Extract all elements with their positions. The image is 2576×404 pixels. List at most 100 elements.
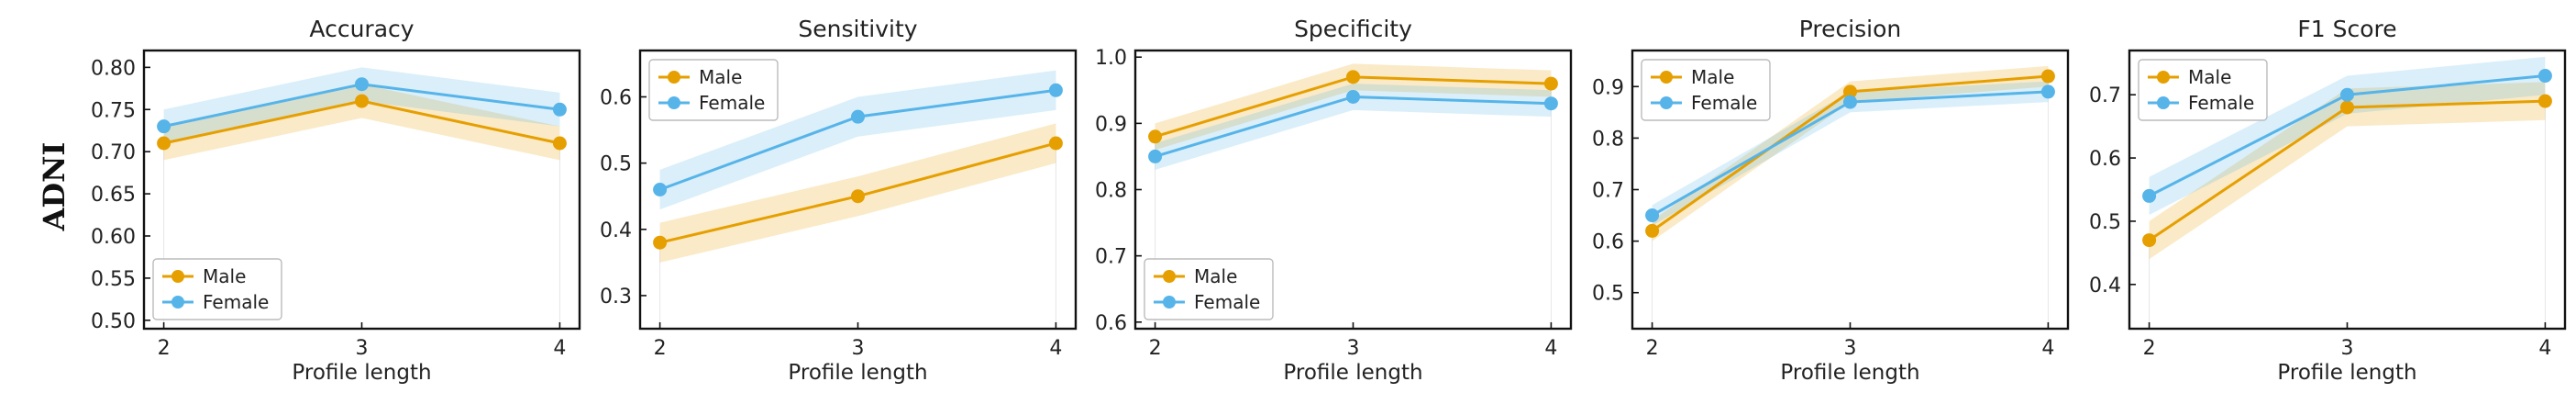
legend-marker-female — [2157, 96, 2170, 109]
panel-precision: Precision 0.5 0.6 0.7 0.8 0.9 2 3 4 Profile lengt… — [1592, 16, 2070, 385]
x-tick-label: 4 — [1544, 337, 1557, 360]
data-point-male — [552, 136, 567, 151]
y-tick-label: 0.6 — [2089, 148, 2121, 171]
y-tick-label: 0.4 — [2089, 275, 2121, 297]
y-tick-label: 0.3 — [600, 286, 632, 309]
data-point-male — [1148, 129, 1163, 144]
y-tick-label: 0.6 — [1592, 231, 1624, 254]
y-tick-label: 0.70 — [91, 141, 136, 164]
data-point-male — [653, 235, 668, 250]
confidence-band-male — [2149, 82, 2546, 260]
legend-label-female: Female — [1691, 92, 1757, 114]
x-tick-label: 3 — [1347, 337, 1360, 360]
legend-box — [2138, 59, 2268, 121]
data-point-male — [157, 136, 171, 151]
row-label: ADNI — [37, 142, 72, 232]
y-tick-label: 0.8 — [1095, 180, 1127, 203]
confidence-band-male — [1155, 63, 1552, 151]
y-tick-label: 0.9 — [1095, 113, 1127, 136]
y-tick-label: 0.5 — [2089, 211, 2121, 234]
legend-label-male: Male — [699, 66, 742, 88]
legend: Male Female — [1641, 59, 1771, 121]
legend-label-female: Female — [699, 92, 765, 114]
legend-box — [648, 59, 779, 121]
legend: Male Female — [152, 258, 282, 320]
data-point-male — [1843, 84, 1857, 99]
legend: Male Female — [2138, 59, 2268, 121]
confidence-band-female — [1652, 81, 2049, 226]
y-tick-label: 0.6 — [1095, 312, 1127, 335]
x-axis-label: Profile length — [1283, 361, 1422, 385]
confidence-band-female — [1155, 84, 1552, 170]
y-tick-label: 0.7 — [2089, 84, 2121, 107]
data-point-female — [2340, 87, 2354, 102]
x-tick-label: 2 — [1149, 337, 1162, 360]
confidence-band-female — [163, 67, 560, 143]
legend-label-male: Male — [2188, 66, 2231, 88]
legend-box — [1641, 59, 1771, 121]
data-point-female — [157, 119, 171, 134]
legend-label-female: Female — [1194, 291, 1260, 313]
data-point-male — [1543, 76, 1558, 91]
y-tick-label: 0.75 — [91, 99, 136, 122]
data-point-female — [1843, 95, 1857, 109]
legend-label-male: Male — [1194, 265, 1237, 287]
data-point-female — [1148, 149, 1163, 163]
data-point-male — [851, 189, 865, 204]
panel-sensitivity: Sensitivity 0.3 0.4 0.5 0.6 2 3 4 Profile length… — [600, 16, 1078, 385]
data-point-male — [2537, 94, 2552, 108]
legend-marker-male — [1660, 71, 1673, 84]
y-tick-label: 0.4 — [600, 219, 632, 242]
x-tick-label: 4 — [553, 337, 566, 360]
x-tick-label: 4 — [2538, 337, 2551, 360]
data-point-female — [2040, 84, 2055, 99]
x-tick-label: 4 — [2041, 337, 2054, 360]
legend: Male Female — [648, 59, 779, 121]
data-point-male — [1645, 223, 1660, 238]
x-axis-label: Profile length — [2277, 361, 2416, 385]
y-tick-label: 0.65 — [91, 184, 136, 207]
data-point-male — [2040, 69, 2055, 84]
x-tick-label: 2 — [2143, 337, 2156, 360]
x-axis-label: Profile length — [788, 361, 927, 385]
data-point-female — [2537, 69, 2552, 84]
y-tick-label: 0.55 — [91, 268, 136, 291]
data-point-female — [552, 102, 567, 117]
data-point-male — [355, 94, 369, 108]
legend-label-female: Female — [203, 291, 269, 313]
data-point-female — [2142, 188, 2157, 203]
y-tick-label: 0.9 — [1592, 76, 1624, 99]
legend-marker-male — [2157, 71, 2170, 84]
x-tick-label: 2 — [1646, 337, 1659, 360]
y-tick-label: 0.6 — [600, 87, 632, 110]
panel-title: Accuracy — [309, 16, 414, 42]
y-tick-label: 0.80 — [91, 57, 136, 80]
confidence-band-female — [2149, 56, 2546, 216]
x-tick-label: 2 — [654, 337, 667, 360]
panel-title: Sensitivity — [798, 16, 917, 42]
x-tick-label: 3 — [2341, 337, 2354, 360]
data-point-male — [1346, 70, 1360, 84]
data-point-female — [355, 77, 369, 92]
legend: Male Female — [1144, 258, 1274, 320]
x-tick-label: 3 — [1844, 337, 1857, 360]
legend-box — [1144, 258, 1274, 320]
y-tick-label: 0.5 — [600, 153, 632, 176]
data-point-female — [1543, 96, 1558, 111]
x-axis-label: Profile length — [292, 361, 431, 385]
x-tick-label: 3 — [356, 337, 369, 360]
legend-marker-male — [668, 71, 680, 84]
y-tick-label: 0.50 — [91, 310, 136, 333]
legend-marker-female — [668, 96, 680, 109]
y-tick-label: 0.7 — [1095, 246, 1127, 269]
legend-box — [152, 258, 282, 320]
x-tick-label: 2 — [158, 337, 171, 360]
legend-marker-female — [171, 296, 184, 309]
panel-title: F1 Score — [2297, 16, 2396, 42]
legend-label-male: Male — [1691, 66, 1734, 88]
panel-title: Specificity — [1294, 16, 1412, 42]
x-tick-label: 3 — [852, 337, 865, 360]
panel-accuracy: Accuracy 0.50 0.55 0.60 0.65 0.70 0.75 0.80 2 3 4 P… — [91, 16, 581, 385]
